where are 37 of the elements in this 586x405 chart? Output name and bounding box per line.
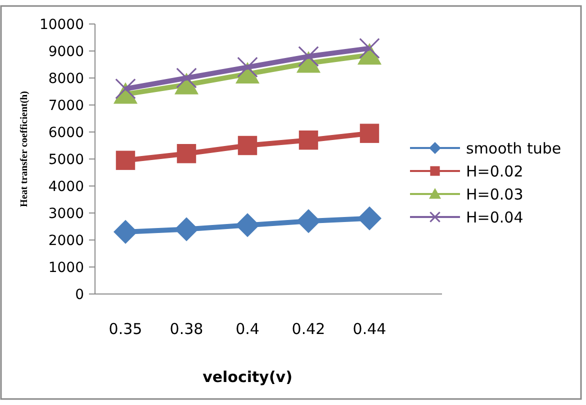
y-tick-label: 4000 — [48, 178, 84, 195]
y-axis-title: Heat transfer coefficient(h) — [19, 91, 30, 207]
point — [238, 136, 258, 156]
legend-label: H=0.02 — [466, 162, 524, 180]
y-tick-label: 0 — [75, 286, 84, 303]
x-tick-label: 0.38 — [170, 320, 204, 338]
point — [116, 150, 136, 170]
x-axis-title: velocity(v) — [202, 368, 292, 386]
point — [298, 46, 319, 67]
y-tick-label: 2000 — [48, 232, 84, 249]
point — [115, 78, 136, 100]
legend-label: H=0.03 — [466, 185, 524, 204]
x-tick-label: 0.4 — [236, 320, 260, 338]
point — [358, 206, 382, 230]
legend-label: H=0.04 — [466, 208, 524, 226]
y-tick-label: 1000 — [48, 260, 84, 276]
legend-label: smooth tube — [466, 139, 562, 158]
y-tick-label: 10000 — [39, 16, 84, 33]
y-tick-label: 3000 — [48, 206, 84, 222]
y-tick-label: 6000 — [48, 124, 84, 141]
point — [236, 213, 260, 238]
x-tick-label: 0.44 — [352, 320, 386, 338]
point — [176, 68, 197, 88]
point — [296, 209, 320, 234]
point — [176, 144, 196, 164]
x-tick-label: 0.35 — [108, 320, 142, 338]
point — [237, 56, 258, 78]
y-tick-label: 5000 — [48, 152, 84, 168]
y-tick-label: 9000 — [48, 44, 84, 60]
point — [359, 38, 380, 59]
y-tick-label: 7000 — [48, 98, 84, 114]
point — [114, 220, 138, 244]
y-tick-label: 8000 — [48, 70, 84, 87]
point — [298, 130, 318, 150]
x-tick-label: 0.42 — [292, 320, 326, 338]
point — [174, 217, 198, 242]
point — [360, 124, 380, 143]
